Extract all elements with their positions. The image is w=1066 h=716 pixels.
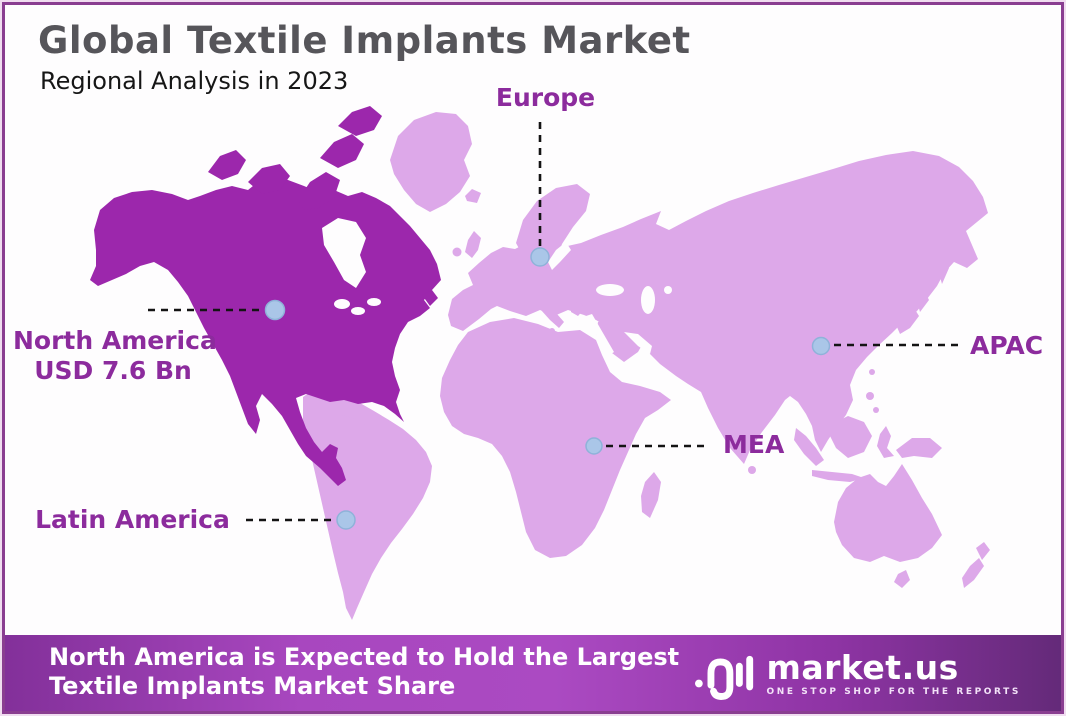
sea-caspian bbox=[641, 286, 655, 314]
sea-aral bbox=[664, 286, 672, 294]
region-label-north-america-name: North America bbox=[13, 326, 217, 355]
region-value-north-america: USD 7.6 Bn bbox=[34, 356, 192, 385]
landmass-australia bbox=[834, 464, 942, 562]
sea-great-lake-1 bbox=[334, 299, 350, 309]
landmass-java bbox=[812, 470, 864, 482]
landmass-arctic-island-3 bbox=[298, 172, 340, 210]
marketus-logo: market.us ONE STOP SHOP FOR THE REPORTS bbox=[692, 647, 1021, 701]
landmass-hainan bbox=[839, 397, 845, 403]
landmass-newfoundland bbox=[422, 290, 438, 306]
landmass-uk bbox=[465, 231, 481, 258]
marker-apac bbox=[811, 336, 831, 356]
region-label-north-america: North America USD 7.6 Bn bbox=[13, 326, 217, 386]
landmass-italy bbox=[534, 298, 564, 328]
landmass-sakhalin bbox=[938, 258, 949, 284]
marker-north-america bbox=[264, 299, 286, 321]
bottom-banner: North America is Expected to Hold the La… bbox=[5, 635, 1061, 711]
landmass-arctic-island-1 bbox=[208, 150, 246, 180]
marker-mea bbox=[585, 437, 603, 455]
leader-lines bbox=[148, 122, 963, 522]
light-continents bbox=[303, 112, 990, 620]
landmass-sulawesi bbox=[877, 426, 894, 458]
inland-seas bbox=[322, 218, 672, 356]
landmass-nz-north bbox=[976, 542, 990, 560]
region-label-mea: MEA bbox=[723, 430, 785, 459]
landmass-hispaniola bbox=[358, 423, 366, 431]
landmass-japan-south bbox=[897, 308, 919, 334]
sea-great-lake-3 bbox=[367, 298, 381, 306]
landmass-south-america bbox=[303, 387, 432, 620]
landmass-philippines-2 bbox=[873, 407, 879, 413]
landmass-madagascar bbox=[641, 472, 661, 518]
marketus-logo-words: market.us ONE STOP SHOP FOR THE REPORTS bbox=[766, 651, 1021, 697]
page-subtitle: Regional Analysis in 2023 bbox=[40, 67, 349, 95]
landmass-nz-south bbox=[962, 558, 984, 588]
sea-black bbox=[596, 284, 624, 296]
landmass-new-guinea bbox=[896, 438, 942, 458]
banner-headline-line1: North America is Expected to Hold the La… bbox=[49, 643, 680, 671]
infographic-stage: Global Textile Implants Market Regional … bbox=[5, 5, 1061, 711]
region-label-latin-america: Latin America bbox=[35, 505, 230, 534]
page-title: Global Textile Implants Market bbox=[38, 19, 691, 62]
landmass-taiwan bbox=[869, 369, 875, 375]
landmass-africa bbox=[440, 318, 671, 558]
landmass-tasmania bbox=[894, 570, 910, 588]
landmass-arctic-island-2 bbox=[248, 164, 290, 194]
marketus-logo-tagline: ONE STOP SHOP FOR THE REPORTS bbox=[766, 687, 1021, 697]
landmass-iceland bbox=[465, 189, 481, 203]
landmass-sri-lanka bbox=[748, 466, 756, 474]
marketus-logo-icon bbox=[695, 655, 754, 700]
sea-baltic bbox=[548, 242, 571, 270]
marker-latin-america bbox=[336, 510, 356, 530]
region-label-europe: Europe bbox=[495, 83, 596, 112]
landmass-arabia bbox=[596, 316, 646, 362]
landmass-puerto-rico bbox=[369, 426, 375, 432]
landmass-borneo bbox=[830, 416, 872, 458]
world-map bbox=[90, 106, 990, 620]
landmass-philippines-1 bbox=[866, 392, 874, 400]
marker-europe bbox=[530, 247, 550, 267]
sea-persian-gulf bbox=[624, 332, 652, 354]
sea-red bbox=[586, 314, 614, 356]
sea-great-lake-2 bbox=[351, 307, 365, 315]
landmass-greece bbox=[571, 301, 585, 316]
banner-headline-line2: Textile Implants Market Share bbox=[49, 672, 456, 700]
landmass-arctic-island-4 bbox=[320, 134, 364, 168]
landmass-japan-north bbox=[916, 290, 929, 312]
landmass-ireland bbox=[452, 247, 462, 257]
landmass-eurasia bbox=[448, 151, 988, 464]
map-markers bbox=[264, 247, 831, 530]
marketus-logo-name: market.us bbox=[766, 648, 959, 687]
banner-headline: North America is Expected to Hold the La… bbox=[49, 643, 679, 701]
landmass-cuba bbox=[326, 415, 356, 425]
sea-hudson-bay bbox=[322, 218, 366, 288]
landmass-sumatra bbox=[794, 428, 824, 466]
landmass-greenland bbox=[390, 112, 472, 212]
landmass-arctic-island-5 bbox=[338, 106, 382, 136]
region-label-apac: APAC bbox=[970, 331, 1044, 360]
